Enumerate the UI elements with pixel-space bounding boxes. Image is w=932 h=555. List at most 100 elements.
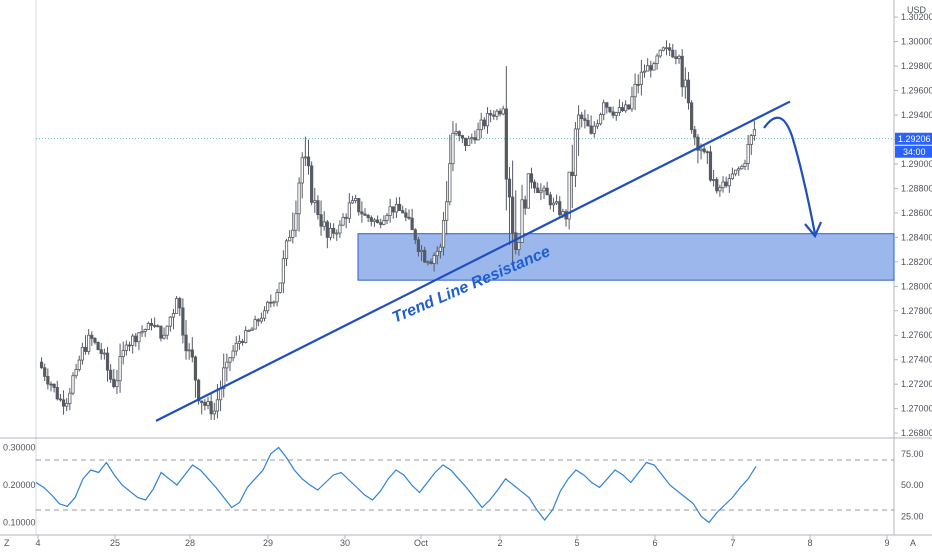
candle-body: [156, 325, 160, 328]
candle-body: [347, 202, 351, 219]
candle-body: [341, 216, 345, 226]
time-tick-label: 2: [497, 538, 502, 548]
price-tick-label: 1.29600: [901, 86, 932, 96]
candle-body: [319, 214, 323, 227]
candle-body: [294, 213, 298, 231]
candle-body: [39, 361, 44, 369]
candle-body: [743, 162, 747, 167]
candle-body: [460, 135, 464, 139]
candle-body: [404, 212, 408, 218]
candle-body: [369, 217, 373, 222]
candle-body: [146, 322, 150, 330]
candle-body: [498, 110, 502, 115]
candle-body: [278, 282, 282, 293]
trend-line[interactable]: [155, 100, 791, 422]
candle-body: [134, 335, 138, 343]
indicator-left-tick-label: 0.20000: [3, 480, 36, 490]
candle-body: [247, 330, 251, 332]
candle-body: [310, 165, 314, 203]
candle-body: [454, 131, 458, 134]
candle-body: [529, 173, 534, 183]
candle-body: [677, 55, 681, 59]
candle-body: [595, 123, 600, 127]
candle-body: [372, 219, 377, 222]
candle-body: [165, 325, 169, 336]
candle-body: [394, 203, 399, 213]
candle-body: [448, 163, 452, 203]
candle-body: [178, 298, 182, 309]
candle-body: [705, 151, 709, 154]
candle-body: [375, 219, 380, 224]
candle-body: [49, 383, 53, 386]
candle-body: [523, 199, 527, 209]
price-tick-label: 1.28000: [901, 281, 932, 291]
candle-body: [501, 108, 505, 115]
candle-body: [222, 367, 226, 389]
candle-body: [93, 338, 97, 343]
candle-body: [693, 129, 697, 138]
candle-body: [624, 104, 628, 112]
candle-body: [507, 178, 512, 198]
candle-body: [332, 227, 336, 234]
candle-body: [281, 258, 285, 284]
candle-body: [426, 261, 430, 264]
candle-body: [80, 346, 84, 361]
candle-body: [727, 178, 731, 187]
indicator-right-tick-label: 75.00: [901, 449, 924, 459]
candle-body: [401, 210, 405, 214]
candle-body: [275, 292, 279, 303]
countdown-label: 34:00: [903, 147, 926, 157]
time-tick-label: 30: [340, 538, 350, 548]
candle-body: [269, 301, 273, 304]
candle-body: [118, 356, 122, 382]
projection-arrow[interactable]: [763, 116, 817, 235]
candle-body: [611, 111, 615, 116]
candle-body: [74, 369, 78, 377]
candle-body: [237, 340, 242, 344]
candle-body: [316, 200, 320, 216]
candle-body: [482, 119, 486, 127]
candle-body: [284, 240, 289, 260]
price-tick-label: 1.29800: [901, 61, 932, 71]
candle-body: [90, 334, 94, 339]
demand-zone[interactable]: [357, 233, 895, 281]
candle-body: [171, 313, 176, 318]
candle-body: [548, 194, 552, 206]
candle-body: [636, 83, 640, 86]
corner-label-z: Z: [4, 538, 10, 548]
candle-body: [272, 301, 276, 304]
candle-body: [65, 403, 69, 407]
candle-body: [397, 203, 402, 211]
candle-body: [649, 65, 653, 71]
current-price-label: 1.29206: [898, 134, 931, 144]
candle-body: [140, 330, 144, 334]
candle-body: [520, 199, 524, 243]
candle-body: [708, 151, 713, 181]
candle-body: [598, 114, 603, 125]
price-tick-label: 1.27400: [901, 355, 932, 365]
time-tick-label: 5: [574, 538, 579, 548]
candle-body: [335, 232, 339, 235]
candle-body: [225, 361, 229, 369]
price-tick-label: 1.30000: [901, 37, 932, 47]
time-tick-label: 6: [652, 538, 657, 548]
candle-body: [306, 156, 311, 167]
candle-body: [608, 106, 612, 113]
candle-body: [159, 325, 163, 339]
candle-body: [429, 261, 433, 264]
time-tick-label: 8: [807, 538, 812, 548]
price-tick-label: 1.28800: [901, 183, 932, 193]
candle-body: [253, 319, 257, 330]
candle-body: [218, 388, 223, 401]
candle-body: [131, 335, 135, 346]
candle-body: [184, 334, 188, 352]
currency-label: USD: [907, 5, 927, 15]
candle-body: [143, 329, 147, 332]
candle-body: [668, 47, 672, 51]
candle-body: [291, 229, 295, 238]
candle-body: [297, 182, 301, 215]
candle-body: [382, 220, 386, 225]
candle-body: [360, 211, 364, 215]
candle-body: [542, 187, 546, 192]
